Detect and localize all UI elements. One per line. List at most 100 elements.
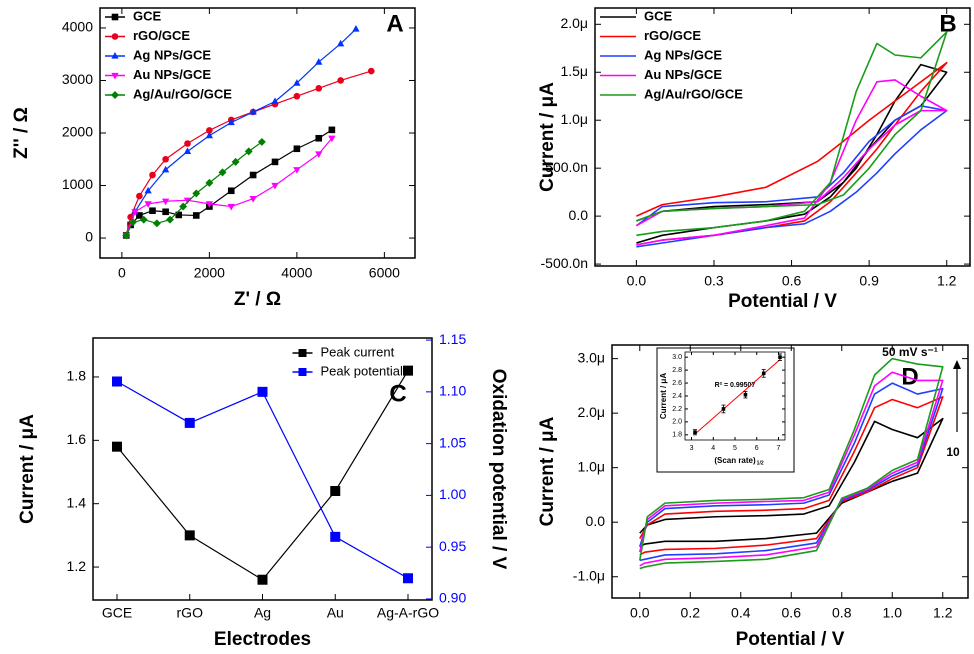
y-tick-label: 2.6 (672, 380, 682, 387)
x-tick-label: 1.2 (933, 605, 953, 621)
panel-label: A (386, 10, 403, 37)
y-axis-title: Current / μA (659, 373, 668, 419)
marker (161, 165, 170, 173)
y-tick-label: -1.0μ (573, 567, 605, 583)
y-axis-title: Z'' / Ω (11, 107, 32, 159)
arrow-head (953, 360, 961, 369)
y-tick-label: 1.4 (67, 494, 87, 510)
marker (328, 135, 336, 143)
marker (271, 158, 279, 166)
y-axis-title: Current / μA (17, 414, 38, 524)
marker (139, 215, 148, 224)
marker (192, 189, 201, 198)
y-tick-label: 3.0 (672, 354, 682, 361)
marker (175, 211, 183, 219)
series-line (638, 371, 944, 567)
marker (330, 531, 341, 542)
marker (111, 33, 119, 40)
legend-label: Peak current (321, 344, 395, 359)
marker (161, 198, 170, 206)
marker (293, 92, 301, 100)
marker (149, 171, 156, 179)
series-line (638, 357, 944, 570)
y-tick-label: 1.8 (67, 368, 87, 384)
plot-frame (594, 7, 971, 267)
y2-tick-label: 1.15 (439, 331, 466, 347)
marker (111, 91, 119, 99)
x-tick-label: 0.3 (704, 273, 724, 289)
y-tick-label: 2.0 (672, 419, 682, 426)
marker (205, 201, 214, 208)
y-tick-label: 3000 (62, 71, 93, 87)
y-tick-label: 1.0μ (560, 111, 588, 127)
y2-tick-label: 0.95 (439, 538, 466, 554)
y-tick-label: 2000 (62, 124, 93, 140)
panel-label: C (389, 380, 406, 407)
y-tick-label: 1.2 (67, 558, 87, 574)
marker (122, 231, 131, 240)
marker (227, 187, 235, 195)
x-tick-label: 6 (755, 445, 759, 452)
marker (152, 219, 161, 228)
series-line (635, 105, 948, 248)
inset-box (656, 347, 795, 473)
series-line (639, 382, 944, 562)
plot-frame (611, 344, 969, 599)
marker (192, 212, 200, 219)
y-tick-label: 4000 (62, 19, 93, 35)
x-axis-title-superscript: 1/2 (757, 460, 764, 466)
marker (315, 58, 323, 65)
marker (293, 145, 301, 153)
y-axis-title: Current / μA (537, 416, 558, 526)
marker (721, 407, 726, 411)
marker (249, 171, 257, 179)
marker (184, 530, 195, 541)
marker (231, 157, 240, 166)
marker (144, 201, 152, 208)
x-tick-label: GCE (102, 605, 132, 621)
marker (337, 77, 344, 84)
marker (244, 147, 253, 156)
x-axis-title: (Scan rate) (714, 456, 756, 465)
legend-label: GCE (644, 8, 673, 23)
marker (257, 137, 266, 146)
annotation: 50 mV s⁻¹ (882, 345, 938, 359)
y-tick-label: 3.0μ (577, 349, 605, 365)
series-line (639, 396, 944, 556)
marker (111, 52, 119, 59)
y-tick-label: 1.8 (672, 432, 682, 439)
x-tick-label: 4 (711, 445, 715, 452)
annotation: R² = 0.99507 (715, 382, 756, 389)
legend-label: Au NPs/GCE (644, 67, 722, 82)
legend-label: Ag/Au/rGO/GCE (644, 86, 743, 101)
x-tick-label: 0.4 (731, 605, 751, 621)
marker (162, 208, 169, 216)
x-axis-title: Z' / Ω (234, 289, 281, 310)
marker (249, 196, 257, 203)
x-tick-label: 0.6 (782, 605, 802, 621)
marker (183, 197, 192, 205)
legend-label: Ag NPs/GCE (133, 47, 211, 62)
marker (162, 155, 169, 163)
series-line (125, 70, 372, 236)
x-tick-label: 7 (777, 445, 781, 452)
marker (131, 209, 139, 216)
legend-label: rGO/GCE (133, 28, 190, 43)
marker (144, 186, 152, 194)
marker (128, 218, 137, 227)
legend-label: Ag NPs/GCE (644, 47, 722, 62)
x-tick-label: 6000 (369, 265, 400, 281)
x-tick-label: Ag (254, 605, 271, 621)
y2-axis-title: Oxidation potential / V (488, 369, 509, 570)
marker (257, 386, 268, 397)
y-tick-label: 2.0μ (577, 404, 605, 420)
y-tick-label: 2.8 (672, 367, 682, 374)
marker (136, 212, 143, 219)
y-tick-label: 2.2 (672, 406, 682, 413)
marker (112, 441, 122, 452)
marker (111, 72, 119, 80)
marker (112, 376, 122, 387)
marker (166, 215, 174, 224)
marker (293, 167, 301, 174)
x-tick-label: 0.0 (630, 605, 650, 621)
